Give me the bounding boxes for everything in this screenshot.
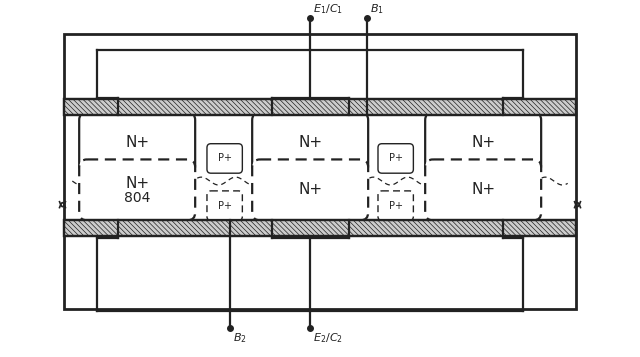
Text: P+: P+ (388, 201, 403, 211)
Text: N+: N+ (298, 135, 322, 150)
Text: P+: P+ (388, 154, 403, 164)
Bar (65, 220, 575, 236)
Text: N+: N+ (298, 182, 322, 197)
Bar (65, 220, 575, 236)
FancyBboxPatch shape (425, 160, 541, 220)
Bar (65, 34, 575, 309)
Text: 804: 804 (124, 191, 150, 205)
FancyBboxPatch shape (79, 160, 195, 220)
FancyBboxPatch shape (378, 144, 413, 173)
FancyBboxPatch shape (79, 112, 195, 173)
Text: N+: N+ (125, 176, 149, 191)
Text: N+: N+ (125, 135, 149, 150)
Text: $E_2/C_2$: $E_2/C_2$ (313, 331, 343, 345)
Text: P+: P+ (218, 201, 232, 211)
FancyBboxPatch shape (252, 160, 368, 220)
FancyBboxPatch shape (207, 191, 243, 220)
FancyBboxPatch shape (378, 191, 413, 220)
FancyBboxPatch shape (425, 112, 541, 173)
Text: P⁻: P⁻ (104, 194, 124, 212)
Text: N+: N+ (471, 182, 495, 197)
Text: $E_1/C_1$: $E_1/C_1$ (313, 2, 343, 16)
FancyBboxPatch shape (252, 112, 368, 173)
FancyBboxPatch shape (207, 144, 243, 173)
Text: N+: N+ (471, 135, 495, 150)
Text: $B_1$: $B_1$ (370, 2, 384, 16)
Bar (65, 100, 575, 115)
Bar (65, 100, 575, 115)
Text: $B_2$: $B_2$ (232, 331, 246, 345)
Text: P+: P+ (218, 154, 232, 164)
